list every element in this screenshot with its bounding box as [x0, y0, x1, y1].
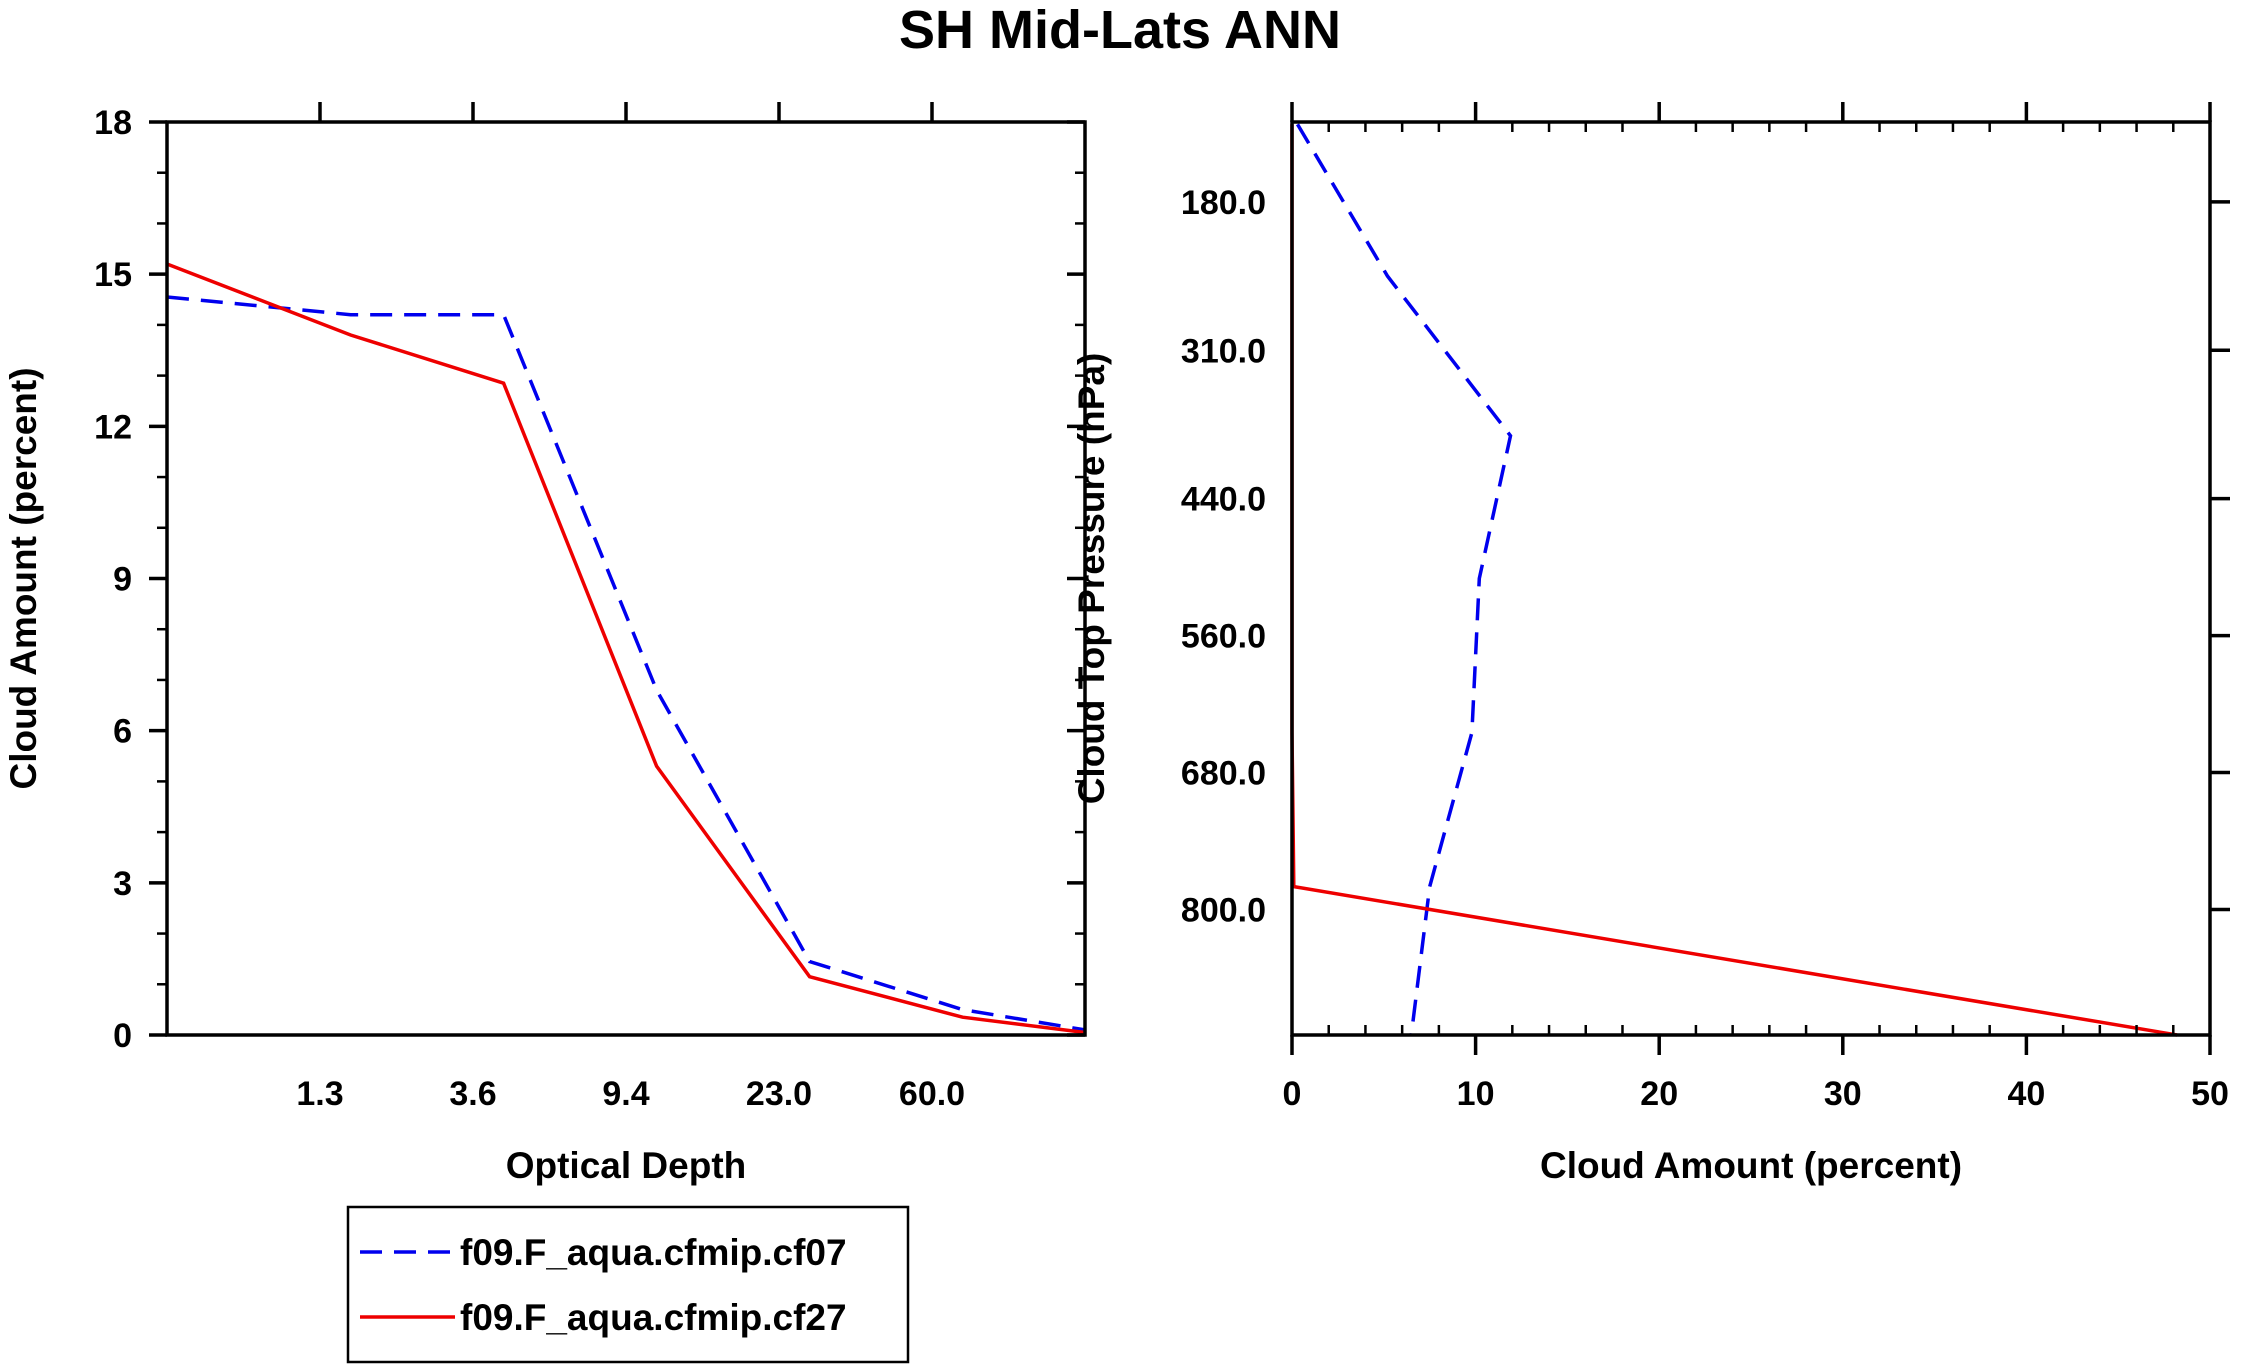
y-tick-label: 180.0	[1181, 184, 1266, 222]
x-tick-label: 9.4	[602, 1075, 649, 1113]
x-tick-label: 1.3	[296, 1075, 343, 1113]
y-tick-label: 560.0	[1181, 618, 1266, 656]
legend-label-cf07: f09.F_aqua.cfmip.cf07	[460, 1232, 847, 1273]
x-tick-label: 0	[1283, 1075, 1302, 1113]
y-tick-label: 6	[113, 713, 132, 751]
x-tick-label: 30	[1824, 1075, 1862, 1113]
y-tick-label: 680.0	[1181, 755, 1266, 793]
series-line-cf27	[1290, 124, 2178, 1037]
series-line-cf07	[1295, 123, 1513, 1036]
legend-box	[346, 1205, 910, 1364]
x-axis-label-right: Cloud Amount (percent)	[1540, 1145, 1962, 1186]
legend: f09.F_aqua.cfmip.cf07 f09.F_aqua.cfmip.c…	[346, 1205, 910, 1364]
x-tick-label: 50	[2191, 1075, 2229, 1113]
x-tick-label: 10	[1457, 1075, 1495, 1113]
optical-depth-panel: 0 3 6 9 12 15 18 1.3 3.6 9.4 23.0 60.0 Optical Depth…	[3, 102, 1087, 1186]
y-axis-label-right: Cloud Top Pressure (hPa)	[1071, 353, 1112, 805]
y-tick-label: 3	[113, 865, 132, 903]
y-tick-label: 800.0	[1181, 891, 1266, 929]
y-tick-label: 9	[113, 561, 132, 599]
y-axis-label-left: Cloud Amount (percent)	[3, 367, 44, 789]
y-tick-label: 15	[94, 256, 132, 294]
x-tick-label: 20	[1640, 1075, 1678, 1113]
x-axis-label-left: Optical Depth	[506, 1145, 747, 1186]
x-tick-label: 60.0	[899, 1075, 965, 1113]
y-tick-label: 310.0	[1181, 332, 1266, 370]
plot-frame-left	[165, 120, 1087, 1037]
x-tick-label: 3.6	[449, 1075, 496, 1113]
y-tick-label: 0	[113, 1017, 132, 1055]
series-line-cf27	[166, 262, 1086, 1035]
x-tick-label: 40	[2007, 1075, 2045, 1113]
y-tick-label: 18	[94, 104, 132, 142]
y-tick-label: 440.0	[1181, 481, 1266, 519]
plot-frame-right	[1290, 120, 2212, 1037]
pressure-panel: 0 10 20 30 40 50 180.0 310.0 440.0 560.0 680.0 800.…	[1071, 102, 2230, 1186]
legend-label-cf27: f09.F_aqua.cfmip.cf27	[460, 1297, 847, 1338]
series-line-cf07	[166, 295, 1086, 1032]
x-tick-label: 23.0	[746, 1075, 812, 1113]
chart-title: SH Mid-Lats ANN	[899, 0, 1341, 60]
y-tick-label: 12	[94, 408, 132, 446]
